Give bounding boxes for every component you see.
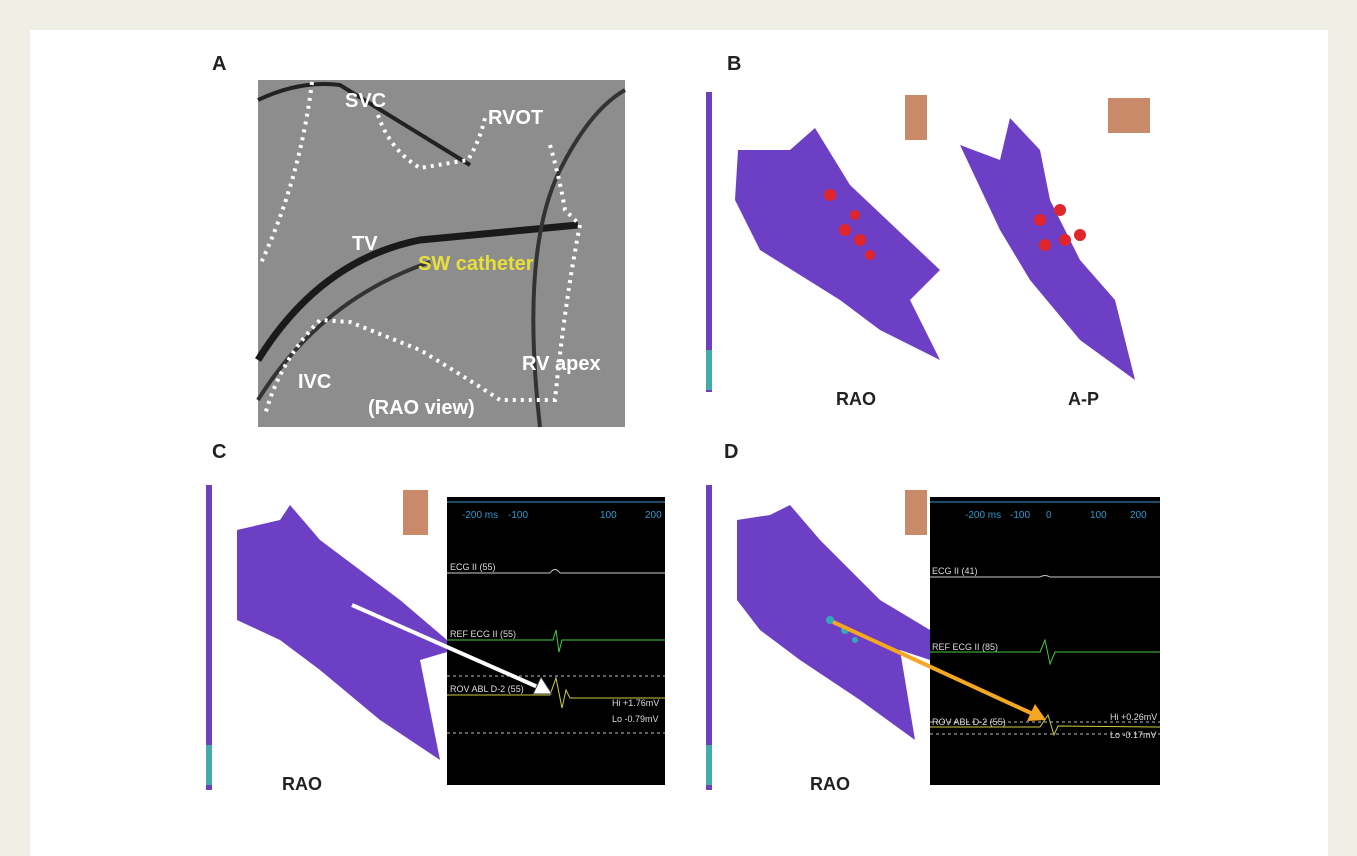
tick-label: 0 <box>1046 510 1052 521</box>
tick-label: 100 <box>600 510 617 521</box>
hi-label: Hi +0.26mV <box>1110 712 1157 722</box>
channel-label: ROV ABL D-2 (55) <box>450 684 524 694</box>
tick-label: -100 <box>508 510 528 521</box>
annotation: RV apex <box>522 353 601 375</box>
channel-label: ROV ABL D-2 (55) <box>932 717 1006 727</box>
view-label: RAO <box>836 389 876 409</box>
channel-label: ECG II (41) <box>932 566 978 576</box>
panel-label: C <box>212 441 226 463</box>
channel-label: REF ECG II (55) <box>450 629 516 639</box>
annotation: SW catheter <box>418 253 534 275</box>
annotation: IVC <box>298 371 331 393</box>
annotation: TV <box>352 233 378 255</box>
panel-label: B <box>727 53 741 75</box>
channel-label: REF ECG II (85) <box>932 642 998 652</box>
view-label: RAO <box>282 774 322 794</box>
annotation: SVC <box>345 90 386 112</box>
tick-label: -100 <box>1010 510 1030 521</box>
panel-label: A <box>212 53 226 75</box>
figure: A SVC RVOT TV SW catheter RV apex IVC (R… <box>0 0 1357 856</box>
fluoroscopy-image: SVC RVOT TV SW catheter RV apex IVC (RAO… <box>258 80 625 427</box>
channel-label: ECG II (55) <box>450 562 496 572</box>
tick-label: 200 <box>645 510 662 521</box>
lo-label: Lo -0.79mV <box>612 714 659 724</box>
view-label: A-P <box>1068 389 1099 409</box>
panel-label: D <box>724 441 738 463</box>
tick-label: 100 <box>1090 510 1107 521</box>
tick-label: 200 <box>1130 510 1147 521</box>
view-label: RAO <box>810 774 850 794</box>
tick-label: -200 ms <box>462 510 498 521</box>
tick-label: -200 ms <box>965 510 1001 521</box>
annotation: RVOT <box>488 107 543 129</box>
annotation: (RAO view) <box>368 397 475 419</box>
hi-label: Hi +1.76mV <box>612 698 659 708</box>
lo-label: Lo -0.17mV <box>1110 730 1157 740</box>
